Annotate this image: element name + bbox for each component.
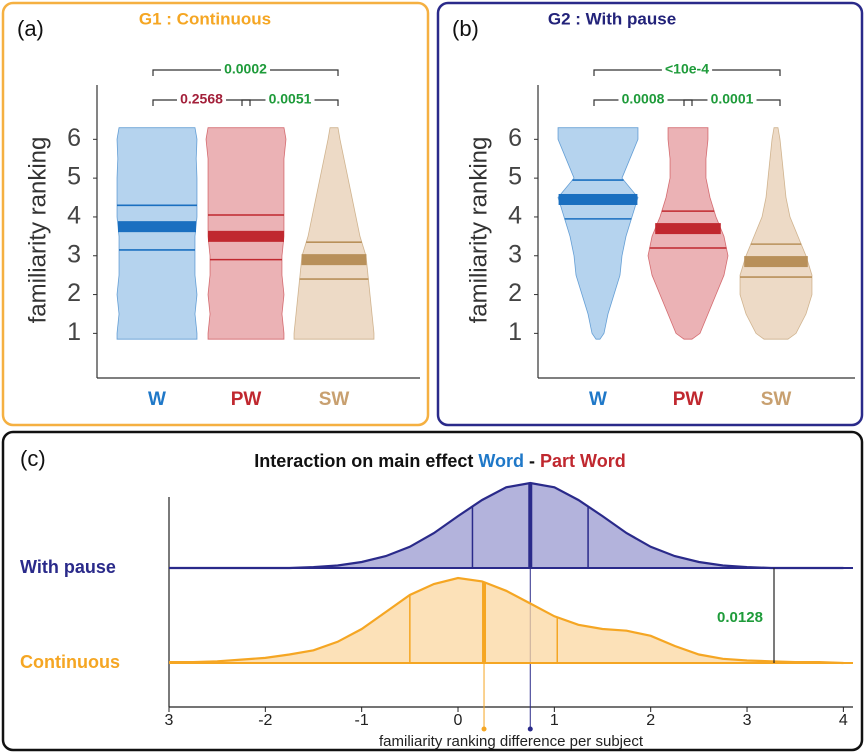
x-axis-label: familiarity ranking difference per subje… (379, 733, 644, 750)
x-tick-label: 0 (454, 712, 463, 729)
violin (293, 127, 375, 340)
x-tick-label: 1 (550, 712, 559, 729)
x-tick-label: W (148, 389, 166, 410)
y-axis-label: familiarity ranking (465, 137, 492, 324)
mean-band (655, 223, 721, 235)
title-part: - (524, 451, 540, 471)
x-tick-label: SW (761, 389, 792, 410)
comparison-bracket (241, 99, 339, 106)
x-tick-label: -1 (355, 712, 369, 729)
x-tick-label: PW (231, 389, 262, 410)
title-part: Word (478, 451, 524, 471)
x-tick-label: 3 (743, 712, 752, 729)
series-label: Continuous (20, 652, 120, 672)
y-tick-label: 1 (67, 318, 81, 346)
comparison-label: 0.2568 (180, 91, 223, 107)
panel-label: (a) (17, 16, 44, 41)
comparison-bracket (152, 69, 339, 76)
panel-title: G1 : Continuous (139, 9, 271, 28)
x-tick-label: SW (319, 389, 350, 410)
panel-frame (436, 1, 864, 427)
density-line (169, 576, 844, 665)
panel-label: (b) (452, 16, 479, 41)
mean-band (208, 230, 284, 242)
panel-frame (1, 430, 864, 752)
panel-label: (c) (20, 446, 46, 471)
y-tick-label: 2 (67, 279, 81, 307)
x-tick-label: -2 (258, 712, 272, 729)
comparison-label: 0.0008 (622, 91, 665, 107)
y-tick-label: 6 (67, 124, 81, 152)
comparison-label: 0.0001 (711, 91, 754, 107)
panel-frame (1, 1, 430, 427)
y-tick-label: 3 (67, 240, 81, 268)
comparison-bracket (593, 69, 781, 76)
y-tick-label: 6 (508, 124, 522, 152)
y-tick-label: 5 (508, 163, 522, 191)
comparison-label: 0.0051 (269, 91, 312, 107)
comparison-label: <10e-4 (665, 61, 709, 77)
mean-band (744, 256, 808, 268)
x-tick-label: 4 (839, 712, 848, 729)
y-tick-label: 1 (508, 318, 522, 346)
comparison-bracket (683, 99, 781, 106)
density-area (169, 483, 844, 568)
violin (116, 127, 198, 340)
y-tick-label: 5 (67, 163, 81, 191)
violin (739, 127, 813, 340)
y-tick-label: 2 (508, 279, 522, 307)
mean-band (558, 193, 638, 205)
mean-band (301, 254, 367, 266)
title-part: Interaction on main effect (254, 451, 478, 471)
x-tick-label: PW (673, 389, 704, 410)
y-axis-label: familiarity ranking (24, 137, 51, 324)
violin (557, 127, 639, 340)
y-tick-label: 4 (508, 202, 522, 230)
panel-title: Interaction on main effect Word - Part W… (254, 451, 625, 471)
mean-marker (481, 726, 487, 732)
mean-band (118, 221, 196, 233)
panel-title: G2 : With pause (548, 9, 676, 28)
x-tick-label: 2 (646, 712, 655, 729)
y-tick-label: 3 (508, 240, 522, 268)
x-tick-label: W (589, 389, 607, 410)
comparison-label: 0.0002 (224, 61, 267, 77)
density-area (169, 578, 844, 663)
x-tick-label: 3 (165, 712, 174, 729)
mean-marker (527, 726, 533, 732)
annotation-label: 0.0128 (717, 609, 763, 626)
y-tick-label: 4 (67, 202, 81, 230)
title-part: Part Word (540, 451, 626, 471)
series-label: With pause (20, 557, 116, 577)
